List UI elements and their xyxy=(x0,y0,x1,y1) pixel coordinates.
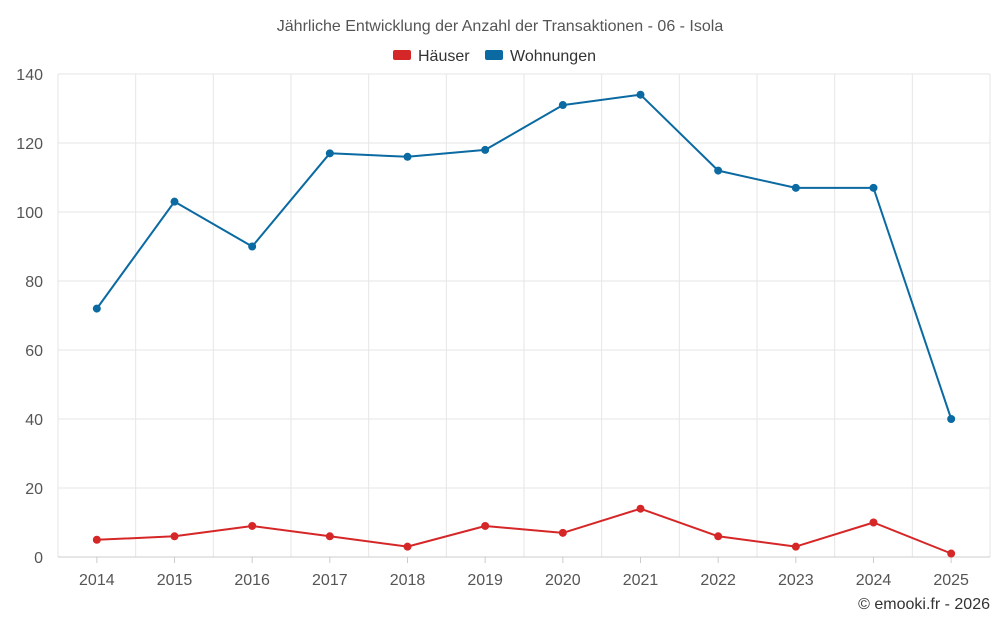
x-tick-label: 2021 xyxy=(623,572,659,589)
legend-swatch-haeuser xyxy=(393,50,411,60)
y-tick-label: 140 xyxy=(16,67,43,84)
credit-text: © emooki.fr - 2026 xyxy=(858,596,990,613)
data-point[interactable] xyxy=(403,152,412,161)
chart-title: Jährliche Entwicklung der Anzahl der Tra… xyxy=(277,18,724,35)
data-point[interactable] xyxy=(947,549,956,558)
y-tick-label: 0 xyxy=(34,550,43,567)
data-point[interactable] xyxy=(714,166,723,175)
y-tick-label: 120 xyxy=(16,136,43,153)
series-0 xyxy=(92,504,956,558)
x-tick-label: 2015 xyxy=(157,572,193,589)
series-line-0 xyxy=(96,507,952,555)
data-point[interactable] xyxy=(248,242,257,251)
x-tick-label: 2018 xyxy=(390,572,426,589)
legend-label-wohnungen: Wohnungen xyxy=(510,48,596,65)
axes: 0 20 40 60 80 100 120 140 2014 2015 2016 2017 2018 20… xyxy=(16,67,990,589)
data-point[interactable] xyxy=(325,149,334,158)
data-point[interactable] xyxy=(92,304,101,313)
x-tick-label: 2023 xyxy=(778,572,814,589)
y-tick-label: 60 xyxy=(25,343,43,360)
data-point[interactable] xyxy=(481,521,490,530)
data-point[interactable] xyxy=(636,90,645,99)
x-tick-label: 2025 xyxy=(933,572,969,589)
data-point[interactable] xyxy=(869,518,878,527)
legend-item-wohnungen[interactable]: Wohnungen xyxy=(485,48,596,65)
data-point[interactable] xyxy=(92,535,101,544)
y-tick-label: 20 xyxy=(25,481,43,498)
x-tick-label: 2024 xyxy=(856,572,892,589)
y-tick-label: 40 xyxy=(25,412,43,429)
data-point[interactable] xyxy=(558,528,567,537)
data-point[interactable] xyxy=(791,183,800,192)
x-tick-label: 2022 xyxy=(700,572,736,589)
data-point[interactable] xyxy=(325,532,334,541)
data-point[interactable] xyxy=(558,101,567,110)
legend-item-haeuser[interactable]: Häuser xyxy=(393,48,470,65)
grid xyxy=(57,73,991,557)
x-tick-label: 2020 xyxy=(545,572,581,589)
data-point[interactable] xyxy=(947,415,956,423)
y-tick-label: 100 xyxy=(16,205,43,222)
data-point[interactable] xyxy=(869,183,878,192)
series-1 xyxy=(92,90,956,423)
y-tick-label: 80 xyxy=(25,274,43,291)
data-point[interactable] xyxy=(170,197,179,206)
x-tick-label: 2017 xyxy=(312,572,348,589)
data-point[interactable] xyxy=(248,521,257,530)
data-point[interactable] xyxy=(636,504,645,513)
data-point[interactable] xyxy=(403,542,412,551)
series-line-1 xyxy=(95,93,953,420)
legend-swatch-wohnungen xyxy=(485,50,503,60)
series xyxy=(92,90,956,558)
data-point[interactable] xyxy=(170,532,179,541)
legend: Häuser Wohnungen xyxy=(393,48,596,65)
x-tick-label: 2014 xyxy=(79,572,115,589)
data-point[interactable] xyxy=(714,532,723,541)
data-point[interactable] xyxy=(791,542,800,551)
legend-label-haeuser: Häuser xyxy=(418,48,470,65)
data-point[interactable] xyxy=(481,145,490,154)
x-tick-label: 2016 xyxy=(234,572,270,589)
x-tick-label: 2019 xyxy=(467,572,503,589)
